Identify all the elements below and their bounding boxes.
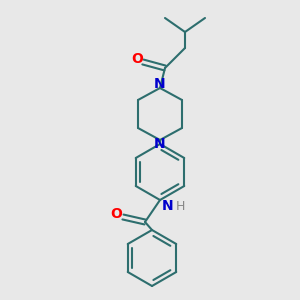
Text: N: N bbox=[154, 77, 166, 91]
Text: N: N bbox=[162, 199, 174, 213]
Text: H: H bbox=[175, 200, 185, 212]
Text: O: O bbox=[131, 52, 143, 66]
Text: N: N bbox=[154, 137, 166, 151]
Text: O: O bbox=[110, 207, 122, 221]
